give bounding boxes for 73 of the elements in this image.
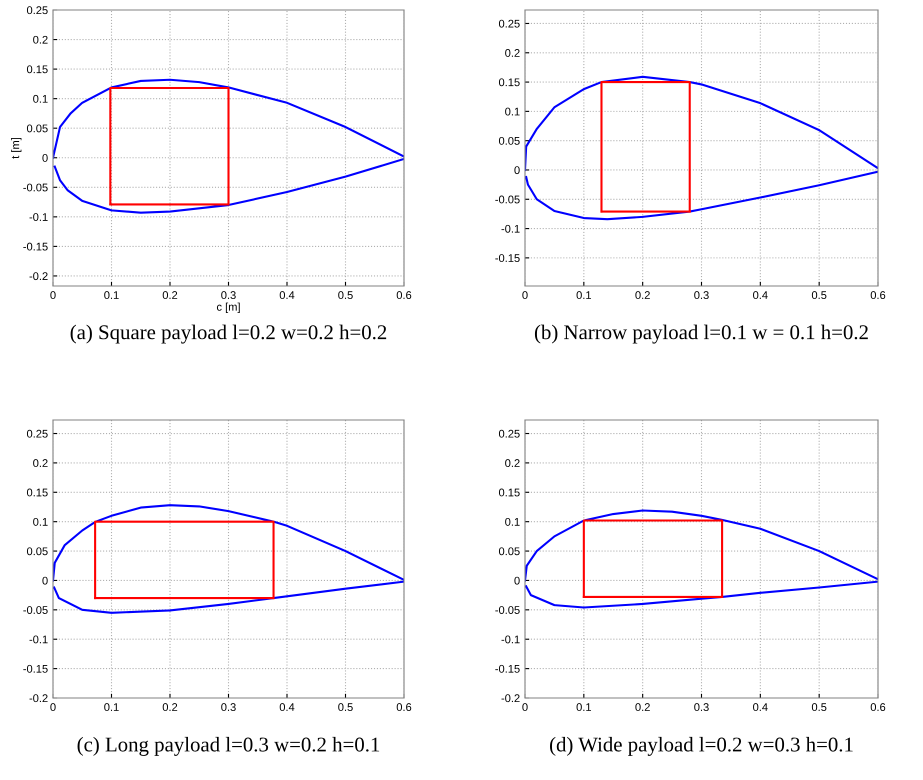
x-tick-label: 0.5 — [812, 291, 826, 300]
y-tick-label: -0.1 — [501, 635, 520, 644]
x-tick-label: 0.5 — [812, 703, 826, 712]
y-tick-label: 0.25 — [498, 20, 520, 28]
x-axis-title: c [m] — [216, 302, 240, 313]
y-tick-label: 0 — [42, 154, 48, 162]
y-tick-label: -0.2 — [501, 694, 520, 702]
x-tick-label: 0.6 — [396, 291, 412, 300]
x-tick-label: 0 — [50, 703, 56, 712]
text: (a) Square payload l=0.2 w=0.2 h=0.2 — [70, 324, 386, 344]
x-tick-label: 0.1 — [576, 291, 592, 300]
y-tick-label: -0.05 — [23, 184, 48, 192]
x-tick-label: 0.4 — [280, 291, 294, 300]
x-tick-label: 0.1 — [576, 703, 592, 712]
x-tick-label: 0 — [50, 291, 56, 300]
y-tick-label: 0 — [514, 166, 520, 174]
text: (b) Narrow payload l=0.1 w = 0.1 h=0.2 — [534, 324, 868, 344]
y-tick-label: 0.25 — [26, 6, 48, 14]
x-tick-label: 0.3 — [221, 291, 236, 300]
y-tick-label: 0 — [42, 576, 48, 585]
x-tick-label: 0.2 — [635, 291, 650, 300]
x-tick-label: 0.1 — [104, 703, 119, 712]
y-tick-label: 0.15 — [498, 488, 520, 496]
x-tick-label: 0.4 — [753, 703, 768, 712]
y-tick-label: 0.2 — [505, 49, 520, 57]
y-tick-label: 0.1 — [505, 108, 520, 116]
y-axis-title: t [m] — [11, 138, 22, 159]
x-tick-label: 0.5 — [338, 291, 353, 300]
y-tick-label: 0.1 — [33, 94, 48, 103]
y-tick-label: 0.1 — [505, 518, 520, 526]
y-tick-label: -0.1 — [29, 213, 48, 221]
y-tick-label: -0.1 — [29, 635, 48, 644]
y-tick-label: 0.25 — [498, 430, 520, 438]
x-tick-label: 0.4 — [753, 291, 768, 300]
x-tick-label: 0.3 — [694, 291, 709, 300]
text: (d) Wide payload l=0.2 w=0.3 h=0.1 — [550, 736, 853, 756]
x-tick-label: 0.2 — [635, 703, 650, 712]
y-tick-label: 0.1 — [33, 518, 48, 526]
x-tick-label: 0.6 — [870, 703, 886, 712]
y-tick-label: 0.05 — [26, 547, 48, 556]
y-tick-label: 0.2 — [505, 459, 520, 468]
y-tick-label: 0.25 — [26, 430, 48, 438]
x-tick-label: 0.6 — [870, 291, 886, 300]
x-tick-label: 0.4 — [280, 703, 294, 712]
y-tick-label: 0.15 — [26, 65, 48, 74]
y-tick-label: -0.2 — [29, 272, 48, 280]
x-tick-label: 0.2 — [162, 291, 178, 300]
y-tick-label: 0.05 — [26, 124, 48, 132]
y-tick-label: 0.2 — [33, 36, 48, 44]
x-tick-label: 0 — [522, 703, 528, 712]
y-tick-label: -0.05 — [23, 606, 48, 614]
x-tick-label: 0 — [522, 291, 528, 300]
y-tick-label: 0 — [514, 576, 520, 585]
y-tick-label: 0.15 — [498, 78, 520, 86]
y-tick-label: 0.15 — [26, 488, 48, 496]
x-tick-label: 0.3 — [221, 703, 236, 712]
x-tick-label: 0.5 — [338, 703, 353, 712]
text: (c) Long payload l=0.3 w=0.2 h=0.1 — [78, 736, 380, 756]
x-tick-label: 0.1 — [104, 291, 119, 300]
y-tick-label: 0.05 — [498, 547, 520, 556]
y-tick-label: -0.05 — [495, 606, 520, 614]
y-tick-label: 0.2 — [33, 459, 48, 468]
x-tick-label: 0.2 — [162, 703, 178, 712]
y-tick-label: -0.2 — [29, 694, 48, 702]
y-tick-label: 0.05 — [498, 136, 520, 145]
y-tick-label: -0.1 — [501, 224, 520, 233]
y-tick-label: -0.15 — [23, 664, 48, 673]
x-tick-label: 0.3 — [694, 703, 709, 712]
x-tick-label: 0.6 — [396, 703, 412, 712]
y-tick-label: -0.05 — [495, 196, 520, 204]
y-tick-label: -0.15 — [495, 254, 520, 262]
y-tick-label: -0.15 — [23, 242, 48, 251]
y-tick-label: -0.15 — [495, 664, 520, 673]
